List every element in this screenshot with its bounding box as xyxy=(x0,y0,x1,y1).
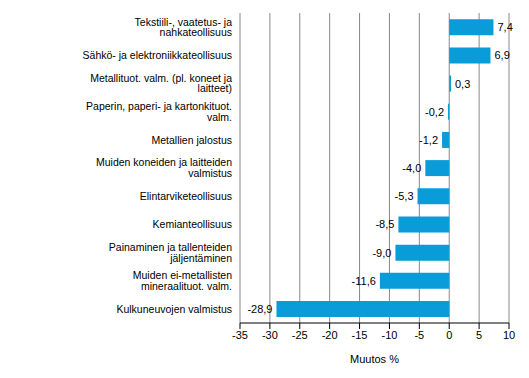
svg-text:Muutos %: Muutos % xyxy=(350,353,399,365)
svg-text:-1,2: -1,2 xyxy=(419,134,438,146)
svg-text:Muiden ei-metallistenmineraali: Muiden ei-metallistenmineraalituot. valm… xyxy=(133,269,232,292)
svg-text:-8,5: -8,5 xyxy=(375,218,394,230)
svg-text:-5: -5 xyxy=(414,329,424,341)
svg-text:-9,0: -9,0 xyxy=(372,247,391,259)
svg-text:7,4: 7,4 xyxy=(497,21,512,33)
svg-text:Paperin, paperi- ja kartonkitu: Paperin, paperi- ja kartonkituot.valm. xyxy=(86,100,232,123)
svg-text:5: 5 xyxy=(476,329,482,341)
svg-text:-5,3: -5,3 xyxy=(395,190,414,202)
svg-text:10: 10 xyxy=(503,329,515,341)
svg-text:Metallituot. valm. (pl. koneet: Metallituot. valm. (pl. koneet jalaittee… xyxy=(90,72,232,95)
svg-text:-28,9: -28,9 xyxy=(247,303,272,315)
svg-text:-11,6: -11,6 xyxy=(352,275,376,287)
svg-text:0: 0 xyxy=(446,329,452,341)
svg-text:0,3: 0,3 xyxy=(455,78,470,90)
svg-text:Sähkö- ja elektroniikkateollis: Sähkö- ja elektroniikkateollisuus xyxy=(83,49,232,61)
svg-text:-25: -25 xyxy=(292,329,308,341)
svg-text:-15: -15 xyxy=(352,329,368,341)
svg-text:Elintarviketeollisuus: Elintarviketeollisuus xyxy=(140,190,232,202)
svg-text:Tekstiili-, vaatetus- janahkat: Tekstiili-, vaatetus- janahkateollisuus xyxy=(135,16,233,39)
svg-text:Metallien jalostus: Metallien jalostus xyxy=(151,134,232,146)
svg-text:Kulkuneuvojen valmistus: Kulkuneuvojen valmistus xyxy=(116,303,232,315)
svg-text:Painaminen ja tallenteidenjälj: Painaminen ja tallenteidenjäljentäminen xyxy=(109,241,232,264)
svg-text:-35: -35 xyxy=(232,329,248,341)
svg-text:-10: -10 xyxy=(381,329,397,341)
svg-text:-20: -20 xyxy=(322,329,338,341)
svg-text:-30: -30 xyxy=(262,329,278,341)
svg-text:Muiden koneiden ja laitteidenv: Muiden koneiden ja laitteidenvalmistus xyxy=(96,156,232,179)
svg-text:Kemianteollisuus: Kemianteollisuus xyxy=(153,218,232,230)
svg-text:-4,0: -4,0 xyxy=(402,162,421,174)
svg-text:-0,2: -0,2 xyxy=(425,106,444,118)
svg-text:6,9: 6,9 xyxy=(494,49,509,61)
